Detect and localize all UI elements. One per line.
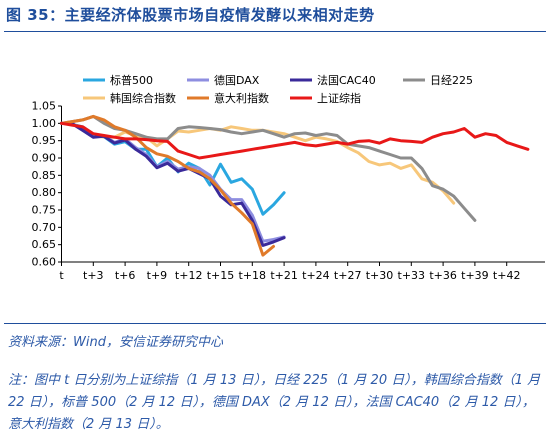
x-tick-label: t+42 — [493, 269, 521, 282]
y-tick-label: 0.65 — [32, 238, 57, 251]
y-tick-label: 0.80 — [32, 186, 57, 199]
x-tick-label: t+3 — [83, 269, 104, 282]
legend-label: 日经225 — [430, 74, 473, 87]
series-line — [60, 121, 530, 160]
series-line — [60, 121, 456, 205]
legend-label: 意大利指数 — [214, 91, 269, 105]
x-tick-label: t+27 — [334, 269, 362, 282]
y-tick-label: 0.60 — [32, 256, 57, 269]
source-text: 资料来源：Wind，安信证券研究中心 — [8, 335, 223, 350]
legend-label: 德国DAX — [214, 73, 260, 87]
y-tick-label: 0.90 — [32, 152, 57, 165]
x-tick-label: t+33 — [398, 269, 426, 282]
y-tick-label: 0.85 — [32, 169, 57, 182]
y-tick-label: 1.00 — [32, 117, 57, 130]
y-tick-label: 1.05 — [32, 100, 57, 113]
y-tick-label: 0.70 — [32, 221, 57, 234]
x-tick-label: t — [59, 269, 64, 282]
y-tick-label: 0.95 — [32, 134, 57, 147]
series-line — [60, 121, 286, 247]
y-tick-label: 0.75 — [32, 204, 57, 217]
legend-label: 法国CAC40 — [317, 73, 376, 87]
x-tick-label: t+24 — [302, 269, 330, 282]
x-tick-label: t+15 — [207, 269, 235, 282]
title-rule — [4, 31, 546, 32]
x-tick-label: t+12 — [175, 269, 203, 282]
legend-label: 上证综指 — [317, 91, 361, 105]
x-tick-label: t+39 — [461, 269, 489, 282]
footnote: 注：图中 t 日分别为上证综指（1 月 13 日），日经 225（1 月 20 … — [8, 373, 541, 432]
x-tick-label: t+6 — [115, 269, 136, 282]
x-tick-label: t+30 — [366, 269, 394, 282]
legend-label: 标普500 — [110, 73, 153, 87]
source-rule — [4, 323, 546, 324]
series-line — [60, 114, 275, 257]
line-chart: 0.60 0.65 0.70 0.75 0.80 0.85 0.90 0.95 1.00 1.05… — [32, 73, 545, 282]
x-tick-label: t+36 — [429, 269, 457, 282]
figure-title: 图 35：主要经济体股票市场自疫情发酵以来相对走势 — [6, 6, 375, 24]
x-tick-label: t+18 — [239, 269, 267, 282]
legend-label: 韩国综合指数 — [110, 91, 176, 105]
x-tick-label: t+9 — [147, 269, 168, 282]
x-tick-label: t+21 — [270, 269, 298, 282]
